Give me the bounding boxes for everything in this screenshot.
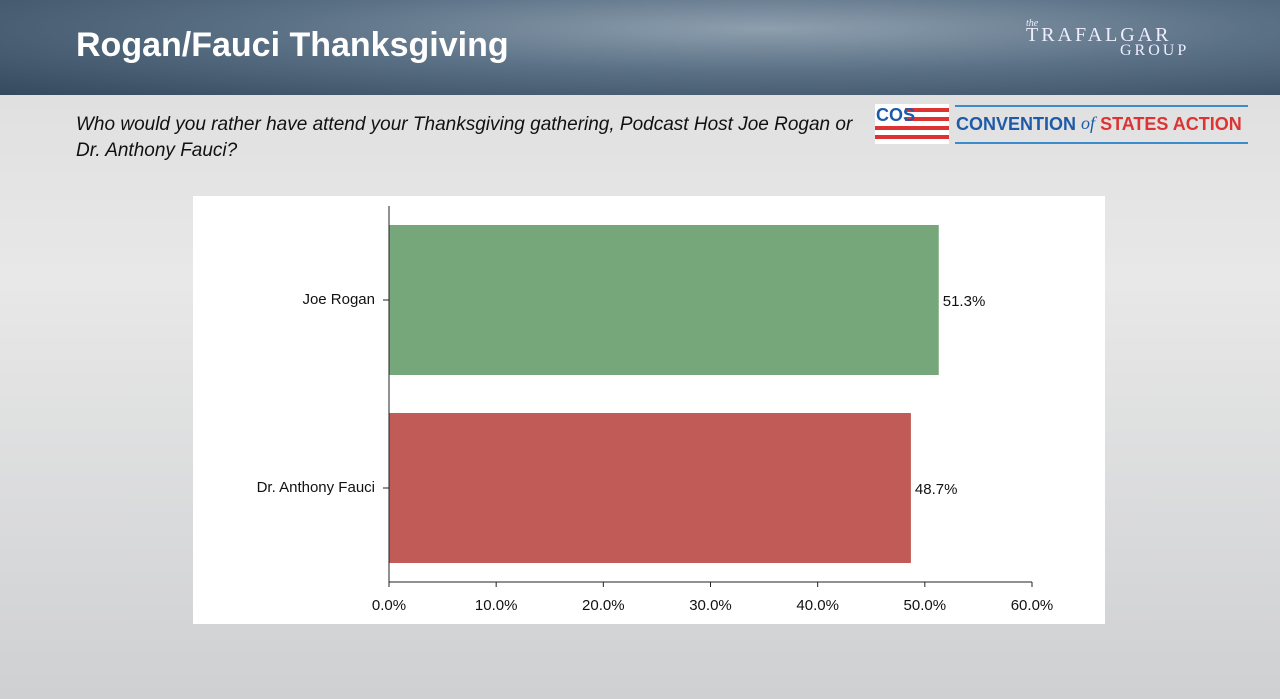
x-tick-label: 40.0%: [796, 597, 839, 614]
logo-stripe: [875, 126, 949, 130]
logo-text: TRAFALGAR: [1026, 24, 1172, 46]
logo-stripe: [905, 117, 949, 121]
x-tick-label: 60.0%: [1011, 597, 1054, 614]
bar: [389, 413, 911, 563]
logo-text: STATES ACTION: [1100, 114, 1242, 134]
y-tick-label: Joe Rogan: [302, 291, 375, 308]
cos-logo: COS CONVENTION of STATES ACTION: [875, 104, 1248, 144]
logo-text: COS: [876, 105, 915, 125]
logo-text: CONVENTION of STATES ACTION: [956, 113, 1242, 134]
logo-text: CONVENTION: [956, 114, 1076, 134]
header: Rogan/Fauci Thanksgiving the TRAFALGAR G…: [0, 0, 1280, 95]
y-tick-label: Dr. Anthony Fauci: [257, 479, 375, 496]
value-label: 48.7%: [915, 481, 958, 498]
value-label: 51.3%: [943, 293, 986, 310]
logo-stripe: [875, 135, 949, 139]
logo-text: GROUP: [1120, 42, 1190, 59]
logo-stripe: [905, 108, 949, 112]
x-tick-label: 50.0%: [904, 597, 947, 614]
logo-text: the: [1026, 18, 1039, 29]
bar: [389, 225, 939, 375]
x-tick-label: 10.0%: [475, 597, 518, 614]
x-tick-label: 20.0%: [582, 597, 625, 614]
x-tick-label: 0.0%: [372, 597, 406, 614]
x-tick-label: 30.0%: [689, 597, 732, 614]
slide-title: Rogan/Fauci Thanksgiving: [76, 26, 509, 64]
subtitle: Who would you rather have attend your Th…: [76, 114, 853, 161]
logo-text: of: [1081, 113, 1098, 133]
